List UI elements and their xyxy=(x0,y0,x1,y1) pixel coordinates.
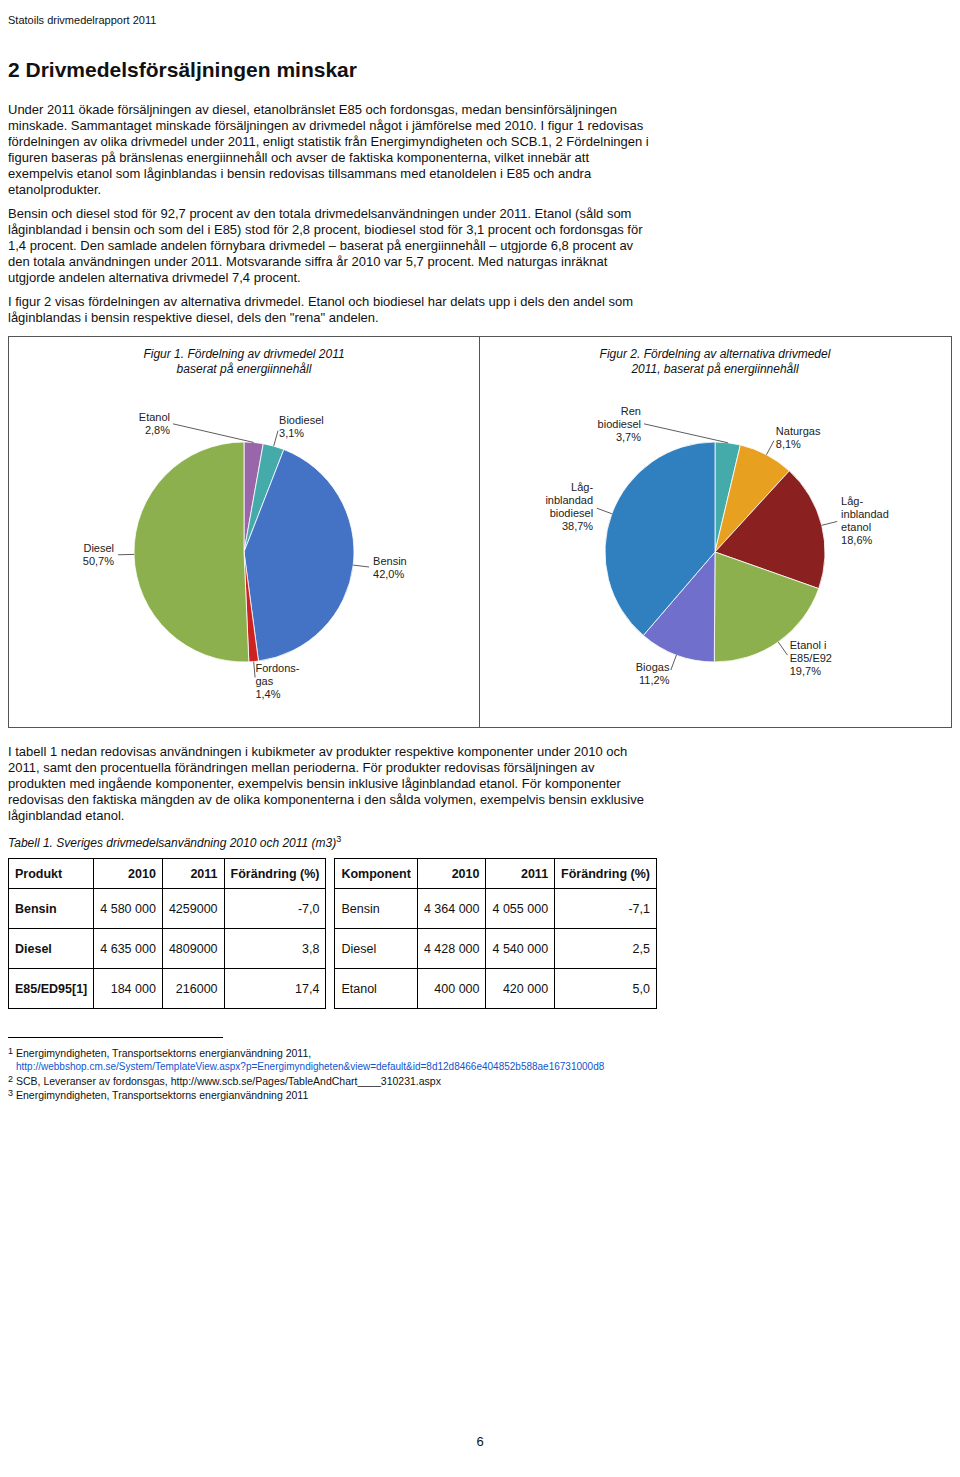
html-text:Figur 2. Fördelning av alterna: Figur 2. Fördelning av alternativa drivm… xyxy=(599,347,831,361)
html-text:3,8: 3,8 xyxy=(302,941,320,956)
html-text:2011: 2011 xyxy=(190,866,218,881)
html-text:4809000: 4809000 xyxy=(168,941,218,956)
html-text:Diesel: Diesel xyxy=(15,941,52,956)
html-text:2 Drivmedelsförsäljningen mins: 2 Drivmedelsförsäljningen minskar xyxy=(8,58,357,81)
html-text:Tabell 1. Sveriges drivmedelsa: Tabell 1. Sveriges drivmedelsanvändning … xyxy=(8,834,342,850)
html-text:http://webbshop.cm.se/System/T: http://webbshop.cm.se/System/TemplateVie… xyxy=(16,1061,605,1072)
html-text:400 000: 400 000 xyxy=(434,981,480,996)
html-text:2010: 2010 xyxy=(451,866,480,881)
html-text:låginblandas i bensin respekti: låginblandas i bensin respektive diesel,… xyxy=(8,310,379,325)
html-text:420 000: 420 000 xyxy=(502,981,549,996)
html-text:Förändring (%): Förändring (%) xyxy=(230,866,320,881)
html-text:minskade. Sammantaget minskade: minskade. Sammantaget minskade försäljni… xyxy=(8,118,644,133)
html-text:4259000: 4259000 xyxy=(168,901,218,916)
html-text:etanolprodukter.: etanolprodukter. xyxy=(8,182,102,197)
html-text:exempelvis etanol som låginbla: exempelvis etanol som låginblandas i ben… xyxy=(8,166,592,181)
html-text:4 540 000: 4 540 000 xyxy=(492,941,549,956)
html-text:figuren baseras på bränslenas: figuren baseras på bränslenas energiinne… xyxy=(8,150,589,165)
html-text:6: 6 xyxy=(476,1434,484,1449)
svg-text:Biogas11,2%: Biogas11,2% xyxy=(636,661,670,686)
html-text:216000: 216000 xyxy=(175,981,218,996)
html-text:Statoils drivmedelrapport 2011: Statoils drivmedelrapport 2011 xyxy=(8,14,157,26)
html-text:Produkt: Produkt xyxy=(15,866,63,881)
html-text:Bensin: Bensin xyxy=(15,901,57,916)
html-text:5,0: 5,0 xyxy=(632,981,650,996)
html-text:baserat på energiinnehåll: baserat på energiinnehåll xyxy=(176,362,312,376)
html-text:2 SCB, Leveranser av fordonsga: 2 SCB, Leveranser av fordonsgas, http://… xyxy=(8,1074,441,1087)
svg-text:Låg-inblandadetanol18,6%: Låg-inblandadetanol18,6% xyxy=(841,495,889,546)
html-text:2011, baserat på energiinnehål: 2011, baserat på energiinnehåll xyxy=(631,362,799,376)
html-text:1 Energimyndigheten, Transport: 1 Energimyndigheten, Transportsektorns e… xyxy=(8,1046,312,1059)
html-text:184 000: 184 000 xyxy=(110,981,156,996)
html-text:Diesel: Diesel xyxy=(341,941,377,956)
svg-text:Renbiodiesel3,7%: Renbiodiesel3,7% xyxy=(598,405,642,443)
html-text:3 Energimyndigheten, Transport: 3 Energimyndigheten, Transportsektorns e… xyxy=(8,1088,309,1101)
html-text:Förändring (%): Förändring (%) xyxy=(561,866,650,881)
html-text:2011, samt den procentuella fö: 2011, samt den procentuella förändringen… xyxy=(8,760,595,775)
html-text:17,4: 17,4 xyxy=(295,981,320,996)
html-text:Etanol: Etanol xyxy=(341,981,377,996)
html-text:den totala användningen under: den totala användningen under 2011. Mots… xyxy=(8,254,608,269)
html-text:produkten med ingående kompone: produkten med ingående komponenter, exem… xyxy=(8,776,621,791)
html-text:Figur 1. Fördelning av drivmed: Figur 1. Fördelning av drivmedel 2011 xyxy=(143,347,345,361)
html-text:2,5: 2,5 xyxy=(632,941,650,956)
html-text:4 635 000: 4 635 000 xyxy=(100,941,156,956)
html-text:Under 2011 ökade försäljningen: Under 2011 ökade försäljningen av diesel… xyxy=(8,102,617,117)
html-text:Bensin och diesel stod för 92,: Bensin och diesel stod för 92,7 procent … xyxy=(8,206,632,221)
svg-text:Diesel50,7%: Diesel50,7% xyxy=(83,542,114,567)
html-text:I tabell 1 nedan redovisas anv: I tabell 1 nedan redovisas användningen … xyxy=(8,744,628,759)
html-text:redovisas den faktiska mängden: redovisas den faktiska mängden av de oli… xyxy=(8,792,644,807)
svg-text:Etanol iE85/E9219,7%: Etanol iE85/E9219,7% xyxy=(790,639,832,677)
html-text:I figur 2 visas fördelningen a: I figur 2 visas fördelningen av alternat… xyxy=(8,294,634,309)
html-text:4 428 000: 4 428 000 xyxy=(423,941,480,956)
html-text:4 055 000: 4 055 000 xyxy=(492,901,549,916)
html-text:2011: 2011 xyxy=(521,866,549,881)
html-text:Bensin: Bensin xyxy=(341,901,380,916)
html-text:låginblandad i bensin och som: låginblandad i bensin och som del i E85)… xyxy=(8,222,643,237)
svg-text:Fordons-gas1,4%: Fordons-gas1,4% xyxy=(255,662,299,700)
html-text:fördelningen av olika drivmede: fördelningen av olika drivmedel under 20… xyxy=(8,134,649,149)
html-text:Komponent: Komponent xyxy=(341,866,411,881)
svg-text:Bensin42,0%: Bensin42,0% xyxy=(373,555,407,580)
html-text:utgjorde andelen alternativa d: utgjorde andelen alternativa drivmedel 7… xyxy=(8,270,301,285)
svg-text:Biodiesel3,1%: Biodiesel3,1% xyxy=(279,414,324,439)
html-text:1,4 procent. Den samlade andel: 1,4 procent. Den samlade andelen förnyba… xyxy=(8,238,634,253)
html-text:-7,0: -7,0 xyxy=(297,901,320,916)
html-text:4 580 000: 4 580 000 xyxy=(100,901,156,916)
html-text:-7,1: -7,1 xyxy=(628,901,650,916)
html-text:2010: 2010 xyxy=(128,866,156,881)
html-text:låginblandad etanol.: låginblandad etanol. xyxy=(8,808,125,823)
html-text:E85/ED95[1]: E85/ED95[1] xyxy=(15,981,88,996)
svg-text:Låg-inblandadbiodiesel38,7%: Låg-inblandadbiodiesel38,7% xyxy=(545,481,593,532)
svg-text:Naturgas8,1%: Naturgas8,1% xyxy=(776,425,821,450)
html-text:4 364 000: 4 364 000 xyxy=(423,901,480,916)
svg-text:Etanol2,8%: Etanol2,8% xyxy=(139,411,170,436)
